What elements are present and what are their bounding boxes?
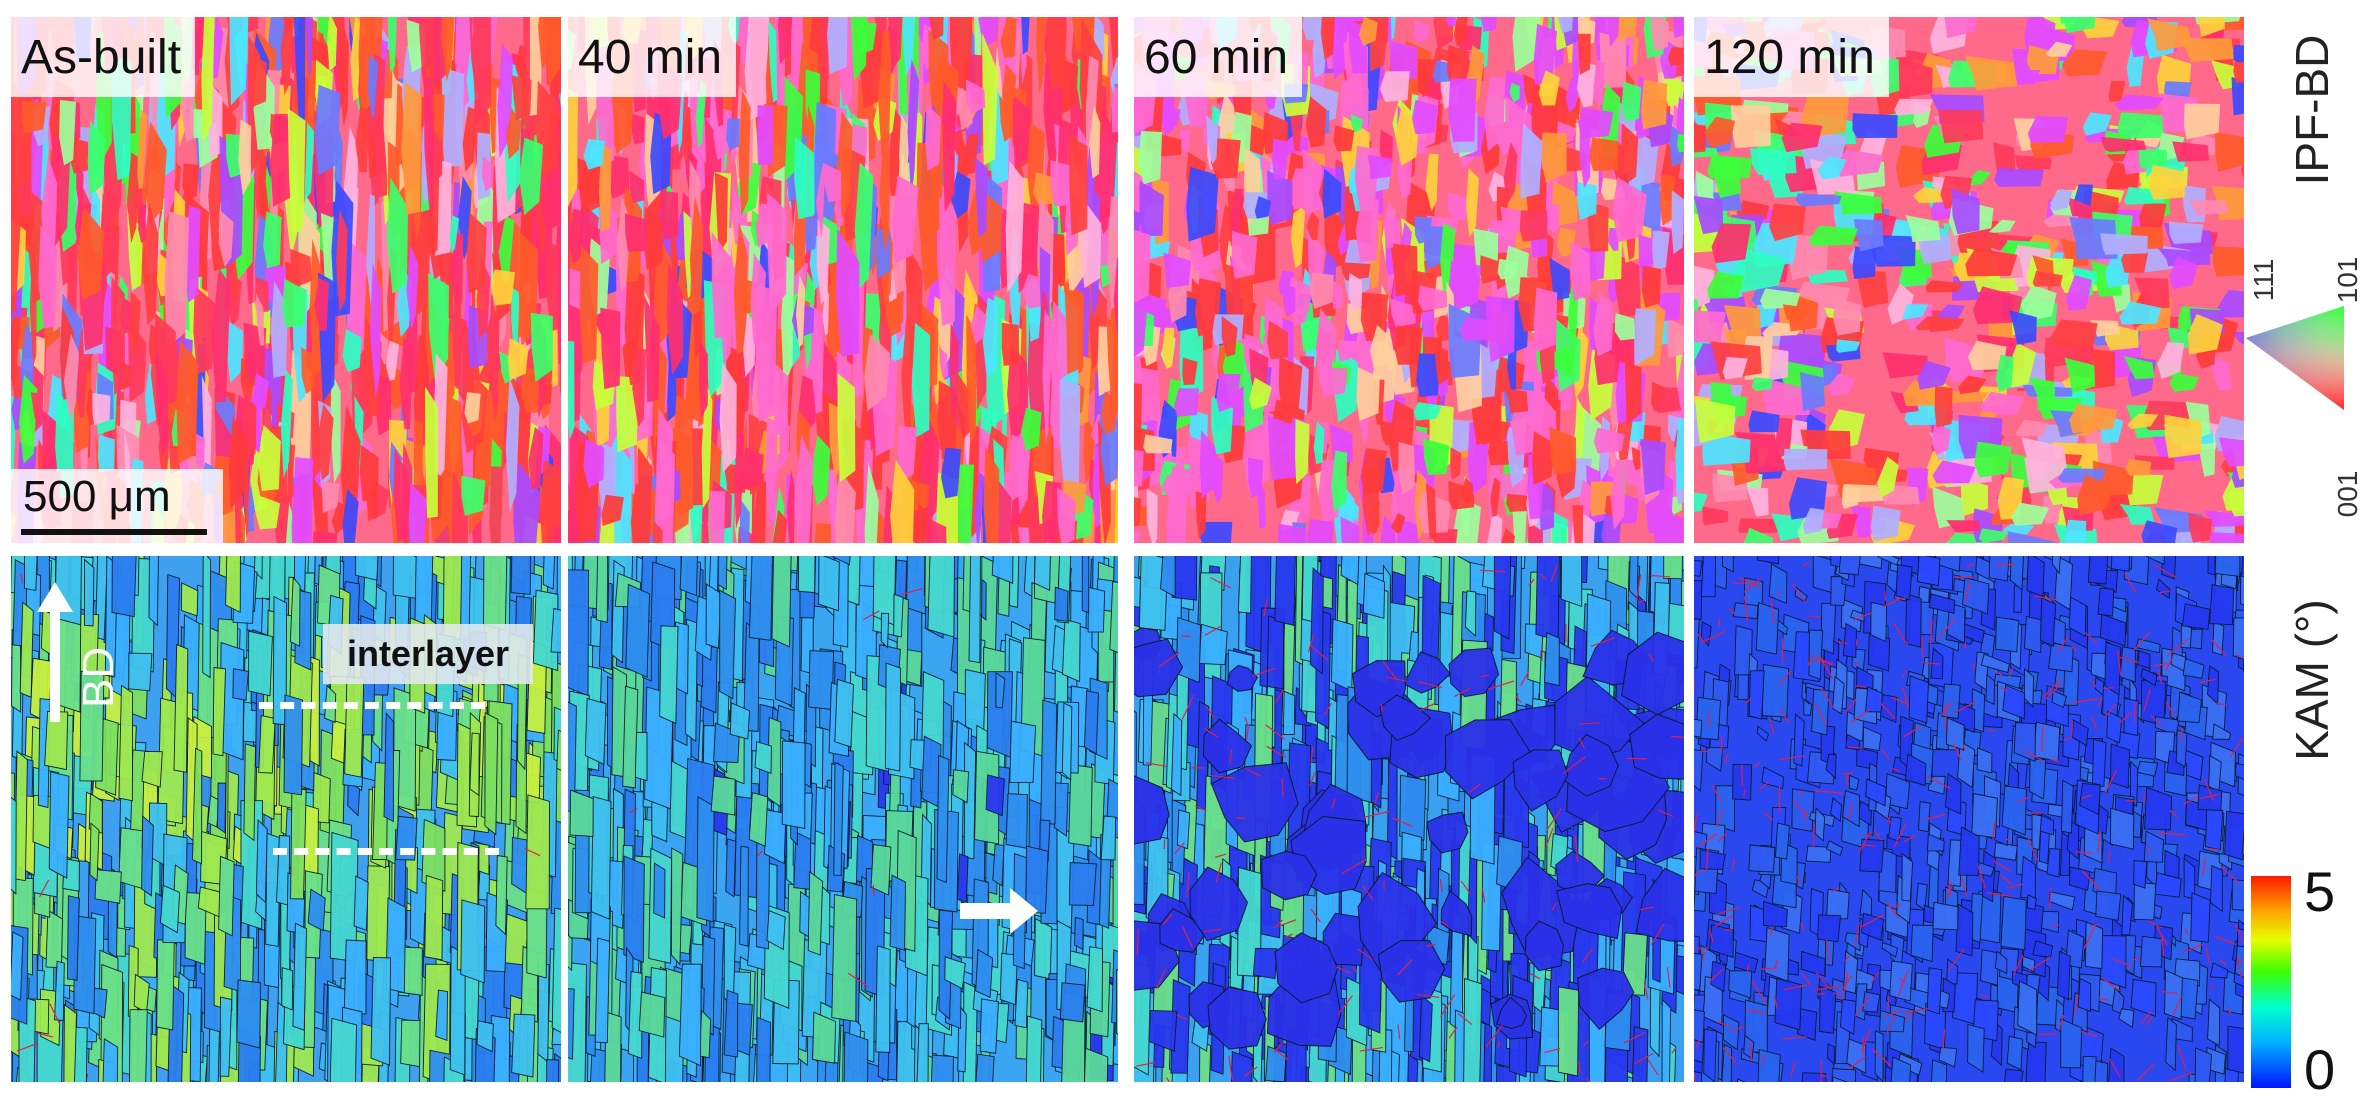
kam-map-as-built: BD interlayer xyxy=(11,556,561,1082)
ipf-key-label-101: 101 xyxy=(2332,256,2363,304)
build-direction-label: BD xyxy=(74,646,123,708)
scale-bar: 500 μm xyxy=(11,469,223,543)
ipf-map-as-built: As-built 500 μm xyxy=(11,17,561,543)
panel-label: As-built xyxy=(11,17,196,97)
build-direction-arrow-icon xyxy=(37,582,73,722)
kam-colorbar-min-label: 0 xyxy=(2304,1038,2336,1101)
kam-map-120-min xyxy=(1694,556,2244,1082)
ipf-map-image xyxy=(568,17,1118,543)
panel-label: 60 min xyxy=(1134,17,1303,97)
kam-map-image xyxy=(11,556,561,1082)
kam-colorbar xyxy=(2251,876,2291,1088)
ipf-row-title: IPF-BD xyxy=(2286,34,2338,186)
interlayer-bottom-dashed-line xyxy=(273,848,499,855)
right-arrow-icon xyxy=(960,888,1038,934)
ipf-map-image xyxy=(1134,17,1684,543)
ipf-map-60-min: 60 min xyxy=(1134,17,1684,543)
kam-map-60-min xyxy=(1134,556,1684,1082)
ipf-map-120-min: 120 min xyxy=(1694,17,2244,543)
panel-label: 120 min xyxy=(1694,17,1889,97)
ipf-key-label-111: 111 xyxy=(2248,258,2279,302)
kam-colorbar-max-label: 5 xyxy=(2304,860,2336,923)
kam-map-image xyxy=(568,556,1118,1082)
scale-bar-label: 500 μm xyxy=(23,472,171,521)
scale-bar-line xyxy=(21,529,207,535)
interlayer-top-dashed-line xyxy=(259,702,485,709)
kam-map-image xyxy=(1134,556,1684,1082)
ipf-map-40-min: 40 min xyxy=(568,17,1118,543)
interlayer-label: interlayer xyxy=(323,624,533,684)
ipf-color-key-triangle xyxy=(2246,306,2344,410)
ipf-key-label-001: 001 xyxy=(2332,470,2363,518)
kam-map-image xyxy=(1694,556,2244,1082)
panel-label: 40 min xyxy=(568,17,737,97)
kam-map-40-min xyxy=(568,556,1118,1082)
kam-row-title: KAM (°) xyxy=(2286,599,2338,761)
